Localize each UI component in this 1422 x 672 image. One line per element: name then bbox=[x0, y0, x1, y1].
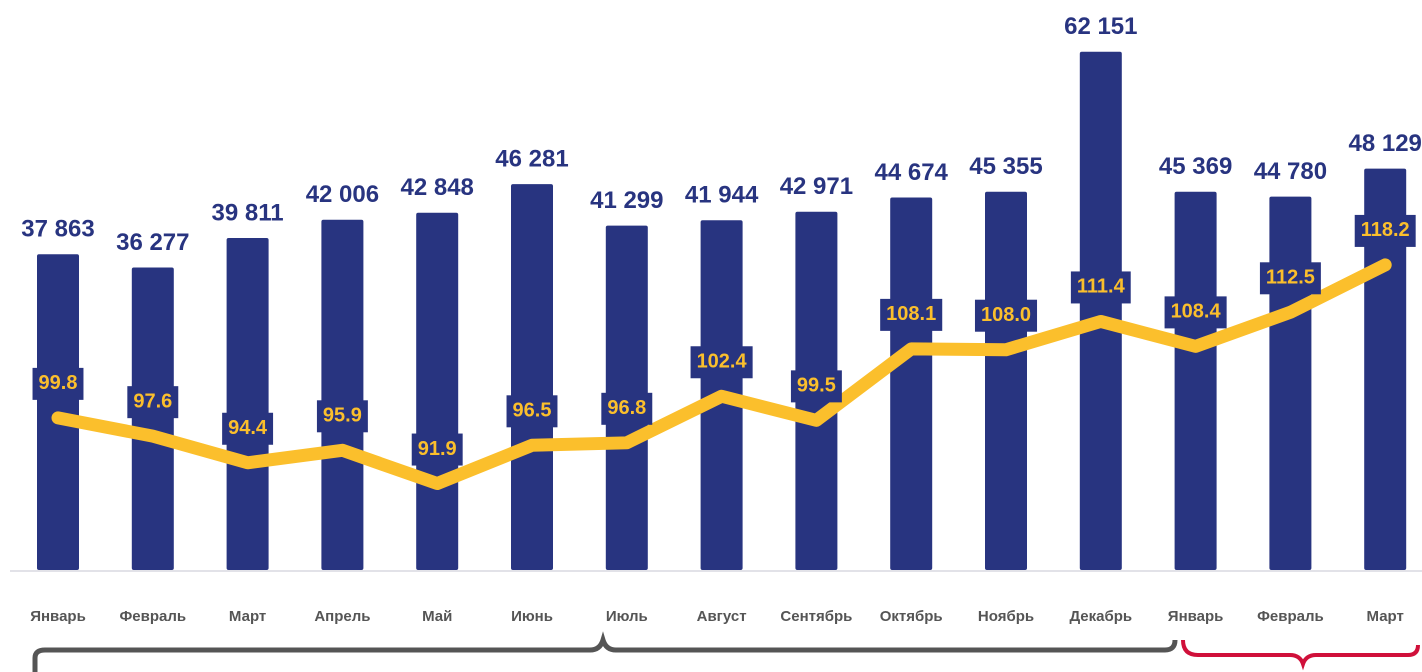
bar bbox=[890, 197, 933, 571]
bar bbox=[1079, 51, 1122, 570]
line bbox=[51, 258, 1392, 491]
x-tick-label: Февраль bbox=[1257, 608, 1324, 625]
bar bbox=[985, 191, 1027, 570]
bar bbox=[321, 219, 364, 570]
line-value-label: 96.8 bbox=[607, 397, 646, 419]
line-value-label: 96.5 bbox=[513, 400, 552, 422]
year-brace bbox=[32, 631, 1178, 672]
bar-value-label: 39 811 bbox=[212, 199, 284, 226]
label-box bbox=[601, 392, 653, 425]
bar-value-label: 46 281 bbox=[495, 145, 568, 172]
bar-value-label: 44 780 bbox=[1254, 158, 1327, 185]
bar-value-label: 48 129 bbox=[1348, 130, 1421, 157]
bar bbox=[416, 212, 459, 570]
bar bbox=[1174, 191, 1217, 571]
line-value-label: 95.9 bbox=[323, 405, 362, 427]
label-box bbox=[127, 386, 179, 419]
bar bbox=[131, 267, 174, 570]
x-tick-label: Июль bbox=[606, 608, 648, 625]
bar-value-label: 37 863 bbox=[21, 216, 94, 243]
label-box bbox=[1070, 271, 1131, 304]
label-box bbox=[690, 346, 753, 379]
line-value-label: 108.0 bbox=[981, 304, 1031, 326]
label-box bbox=[506, 395, 558, 428]
bar-value-label: 42 006 bbox=[306, 181, 379, 208]
line-value-label: 97.6 bbox=[133, 390, 172, 412]
x-tick-label: Сентябрь bbox=[780, 608, 852, 625]
label-box bbox=[1354, 214, 1416, 247]
bar bbox=[511, 184, 553, 571]
line-value-label: 111.4 bbox=[1077, 276, 1126, 298]
label-box bbox=[1164, 296, 1227, 329]
line-value-label: 108.4 bbox=[1171, 301, 1222, 323]
label-box bbox=[222, 412, 274, 445]
x-tick-label: Апрель bbox=[314, 608, 370, 625]
bar-value-label: 62 151 bbox=[1064, 13, 1137, 40]
x-tick-label: Ноябрь bbox=[978, 608, 1034, 625]
bar-value-label: 44 674 bbox=[874, 159, 948, 186]
x-tick-label: Август bbox=[697, 608, 747, 625]
label-box bbox=[411, 433, 463, 466]
line-value-label: 91.9 bbox=[418, 438, 457, 460]
x-tick-label: Март bbox=[229, 608, 266, 625]
bar-value-label: 42 848 bbox=[400, 174, 473, 201]
bar bbox=[1269, 196, 1312, 570]
bar-value-label: 45 369 bbox=[1159, 153, 1232, 180]
bar-value-label: 36 277 bbox=[116, 229, 189, 256]
bar-value-label: 41 944 bbox=[685, 182, 759, 209]
label-box bbox=[974, 299, 1038, 332]
bar-value-label: 42 971 bbox=[780, 173, 853, 200]
x-tick-label: Декабрь bbox=[1069, 608, 1132, 625]
x-tick-label: Февраль bbox=[119, 608, 186, 625]
bar-value-label: 45 355 bbox=[969, 153, 1042, 180]
x-tick-label: Октябрь bbox=[880, 608, 943, 625]
x-tick-label: Январь bbox=[30, 608, 86, 625]
x-tick-label: Март bbox=[1367, 608, 1404, 625]
line-value-label: 112.5 bbox=[1266, 267, 1315, 289]
label-box bbox=[32, 367, 84, 400]
line-value-label: 118.2 bbox=[1361, 219, 1410, 241]
label-box bbox=[880, 298, 943, 331]
line-value-label: 99.8 bbox=[39, 372, 78, 394]
x-tick-label: Январь bbox=[1168, 608, 1224, 625]
line-value-label: 99.5 bbox=[797, 375, 836, 397]
line-value-label: 94.4 bbox=[228, 417, 268, 439]
bar-value-label: 41 299 bbox=[590, 187, 663, 214]
label-box bbox=[1259, 262, 1321, 295]
x-tick-label: Май bbox=[422, 608, 452, 625]
line-value-label: 108.1 bbox=[886, 303, 936, 325]
label-box bbox=[790, 370, 842, 403]
year-brace bbox=[1181, 639, 1420, 671]
x-tick-label: Июнь bbox=[511, 608, 553, 625]
label-box bbox=[316, 400, 368, 433]
bar bbox=[226, 238, 269, 570]
line-value-label: 102.4 bbox=[697, 351, 748, 373]
